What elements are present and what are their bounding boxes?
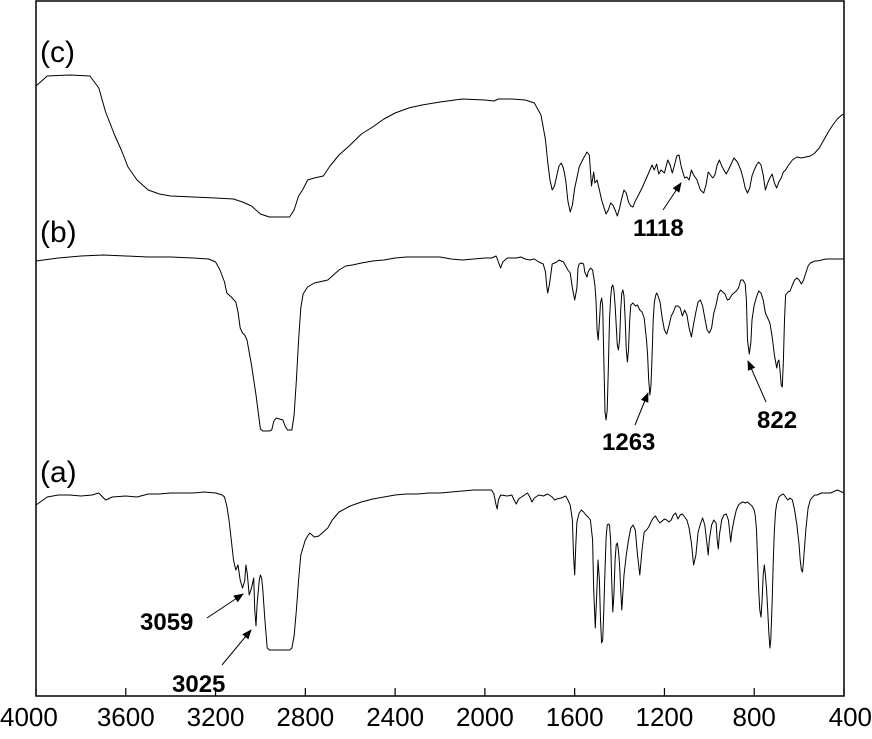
x-tick-label-400: 400 bbox=[829, 702, 872, 732]
spectrum-a bbox=[35, 489, 845, 651]
x-tick-label-2400: 2400 bbox=[366, 702, 424, 732]
x-tick-label-800: 800 bbox=[733, 702, 776, 732]
panel-label-b: (b) bbox=[40, 216, 77, 249]
panel-label-a: (a) bbox=[40, 456, 77, 489]
annotation-3025: 3025 bbox=[172, 629, 252, 698]
spectra-curves bbox=[35, 74, 845, 651]
panel-label-c: (c) bbox=[40, 36, 75, 69]
plot-frame bbox=[35, 0, 845, 697]
x-tick-label-2000: 2000 bbox=[456, 702, 514, 732]
annotation-3059: 3059 bbox=[140, 593, 244, 636]
annotation-822: 822 bbox=[747, 360, 797, 434]
x-tick-label-1200: 1200 bbox=[636, 702, 694, 732]
annotation-3059-label: 3059 bbox=[140, 609, 193, 636]
x-tick-label-3600: 3600 bbox=[97, 702, 155, 732]
annotation-822-arrow bbox=[747, 360, 767, 403]
x-tick-label-1600: 1600 bbox=[546, 702, 604, 732]
annotation-3025-arrow bbox=[221, 629, 252, 666]
annotation-1263-arrow bbox=[634, 392, 649, 426]
x-axis-ticks: 4000 3600 3200 2800 2400 2000 1600 1200 800 400 bbox=[0, 688, 872, 732]
x-tick-label-4000: 4000 bbox=[0, 702, 58, 732]
annotation-3059-arrow bbox=[206, 593, 244, 619]
annotation-1263: 1263 bbox=[602, 392, 655, 456]
x-tick-label-3200: 3200 bbox=[187, 702, 245, 732]
annotation-3025-label: 3025 bbox=[172, 671, 225, 698]
spectrum-c bbox=[35, 74, 845, 218]
spectrum-b bbox=[35, 254, 844, 432]
annotation-1118: 1118 bbox=[633, 182, 684, 242]
annotation-1118-label: 1118 bbox=[633, 215, 684, 242]
x-tick-label-2800: 2800 bbox=[276, 702, 334, 732]
annotation-1263-label: 1263 bbox=[602, 429, 655, 456]
annotation-822-label: 822 bbox=[757, 407, 797, 434]
annotation-1118-arrow bbox=[662, 182, 682, 211]
